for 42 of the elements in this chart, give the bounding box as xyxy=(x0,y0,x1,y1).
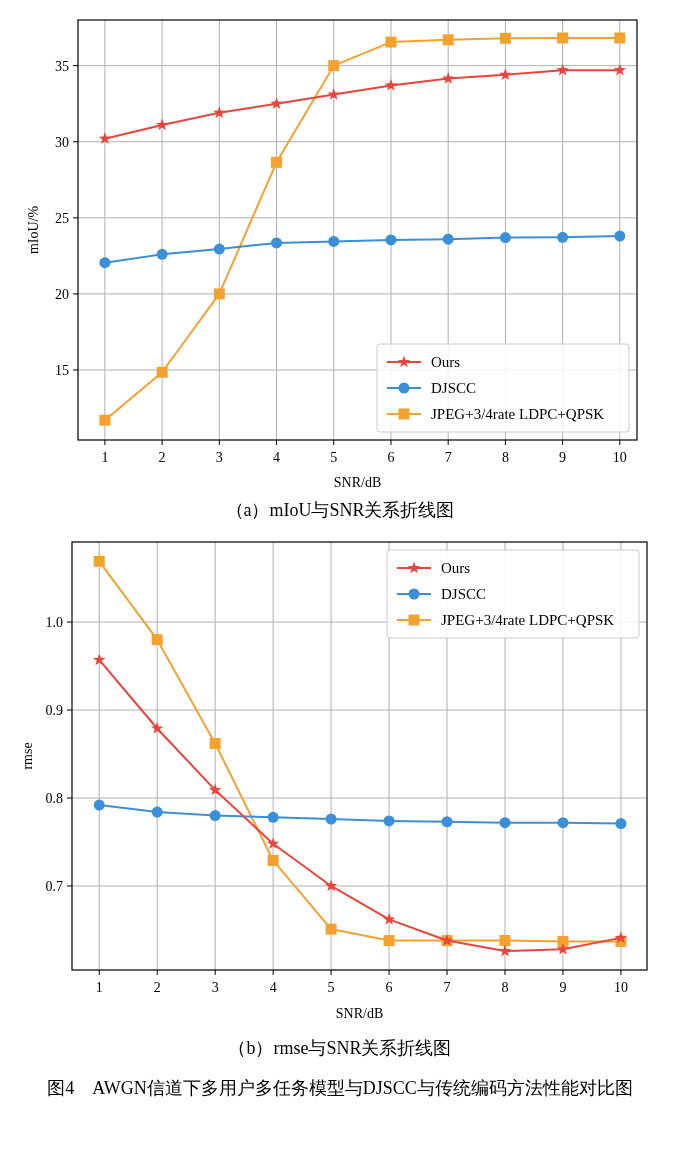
y-tick-label: 20 xyxy=(55,286,69,302)
x-tick-label: 8 xyxy=(501,450,509,465)
legend-label: DJSCC xyxy=(441,586,487,602)
legend-label: Ours xyxy=(441,560,471,576)
x-tick-label: 1 xyxy=(95,980,103,995)
x-tick-label: 2 xyxy=(153,980,161,995)
x-tick-label: 9 xyxy=(559,980,567,995)
x-axis-title: SNR/dB xyxy=(335,1006,384,1021)
x-tick-label: 6 xyxy=(385,980,393,995)
y-tick-label: 1.0 xyxy=(45,615,63,631)
x-tick-label: 10 xyxy=(613,980,628,995)
y-tick-label: 0.7 xyxy=(45,878,63,894)
y-tick-label: 35 xyxy=(55,58,69,74)
text: （b）rmse与SNR关系折线图 xyxy=(228,1038,452,1058)
y-tick-label: 25 xyxy=(55,210,69,226)
text: （a）mIoU与SNR关系折线图 xyxy=(225,500,455,520)
y-tick-label: 0.8 xyxy=(45,791,63,807)
legend-label: JPEG+3/4rate LDPC+QPSK xyxy=(431,406,605,422)
x-tick-label: 2 xyxy=(158,450,166,465)
x-tick-label: 10 xyxy=(612,450,627,465)
y-axis-title: mIoU/% xyxy=(26,205,41,255)
x-tick-label: 7 xyxy=(443,980,451,995)
x-tick-label: 1 xyxy=(101,450,109,465)
legend-label: JPEG+3/4rate LDPC+QPSK xyxy=(441,612,615,628)
x-tick-label: 8 xyxy=(501,980,509,995)
x-tick-label: 6 xyxy=(387,450,395,465)
y-tick-label: 0.9 xyxy=(45,703,63,719)
x-tick-label: 4 xyxy=(273,450,281,465)
caption: 图4 AWGN信道下多用户多任务模型与DJSCC与传统编码方法性能对比图 xyxy=(47,1078,633,1098)
x-axis-title: SNR/dB xyxy=(333,475,382,490)
legend-label: Ours xyxy=(431,354,461,370)
legend-label: DJSCC xyxy=(431,380,477,396)
x-tick-label: 9 xyxy=(559,450,567,465)
x-tick-label: 5 xyxy=(330,450,338,465)
y-tick-label: 15 xyxy=(55,363,69,378)
x-tick-label: 3 xyxy=(211,980,219,995)
y-axis-title: rmse xyxy=(20,742,35,770)
x-tick-label: 5 xyxy=(327,980,335,995)
x-tick-label: 7 xyxy=(444,450,452,465)
y-tick-label: 30 xyxy=(55,134,69,150)
x-tick-label: 3 xyxy=(215,450,223,465)
x-tick-label: 4 xyxy=(269,980,277,995)
